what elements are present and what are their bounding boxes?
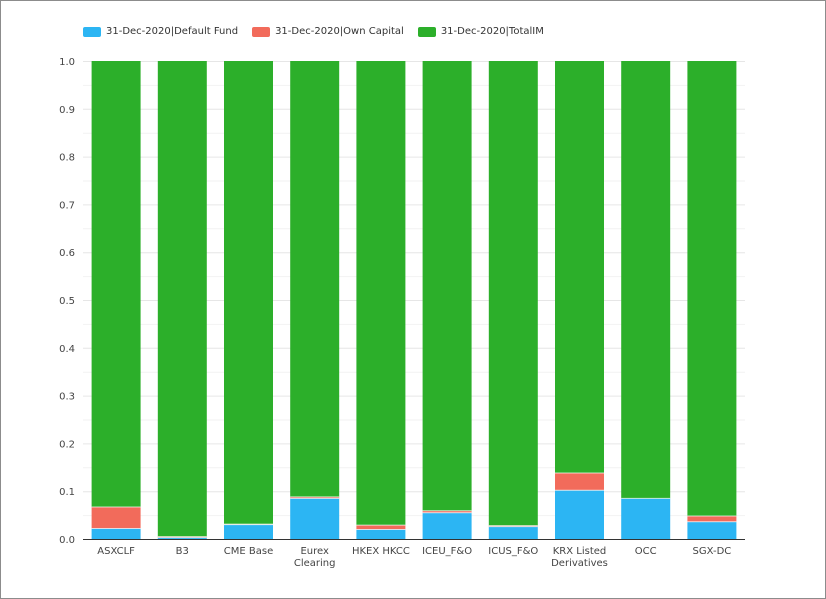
x-tick-label: ICEU_F&O xyxy=(422,546,472,557)
x-tick-label: KRX Listed xyxy=(553,546,607,557)
x-tick-label: SGX-DC xyxy=(693,546,732,557)
x-tick-label: HKEX HKCC xyxy=(352,546,410,557)
bar-segment xyxy=(687,516,737,522)
y-tick-label: 0.1 xyxy=(59,487,75,498)
bar-segment xyxy=(91,61,141,507)
y-tick-label: 0.9 xyxy=(59,105,75,116)
bar-segment xyxy=(555,61,604,474)
legend-label-own-capital: 31-Dec-2020|Own Capital xyxy=(275,26,404,37)
bar-segment xyxy=(356,525,406,530)
bar-segment xyxy=(224,524,273,539)
x-tick-label: OCC xyxy=(635,546,657,557)
x-tick-label: Clearing xyxy=(294,558,336,569)
bar-segment xyxy=(621,61,671,499)
legend-label-total-im: 31-Dec-2020|TotalIM xyxy=(440,26,544,37)
legend-item-default-fund[interactable]: 31-Dec-2020|Default Fund xyxy=(83,26,238,37)
chart-legend: 31-Dec-2020|Default Fund 31-Dec-2020|Own… xyxy=(83,26,544,37)
bar-segment xyxy=(157,537,207,539)
legend-swatch-total-im xyxy=(417,26,436,37)
y-tick-label: 0.7 xyxy=(59,200,75,211)
x-tick-label: CME Base xyxy=(224,546,273,557)
x-tick-label: ICUS_F&O xyxy=(488,546,538,557)
bar-segment xyxy=(621,498,671,539)
bar-segment xyxy=(290,498,340,539)
bar-segment xyxy=(356,61,406,526)
y-tick-label: 0.4 xyxy=(59,344,75,355)
bar-segment xyxy=(687,61,737,517)
bar-segment xyxy=(356,529,406,539)
bar-segment xyxy=(488,526,538,539)
x-tick-label: ASXCLF xyxy=(97,546,135,557)
legend-swatch-own-capital xyxy=(252,26,271,37)
bar-segment xyxy=(488,61,538,526)
bar-segment xyxy=(290,496,340,499)
y-tick-label: 1.0 xyxy=(59,57,75,68)
bar-segment xyxy=(224,61,273,525)
bar-segment xyxy=(290,61,340,497)
bar-segment xyxy=(422,510,472,513)
legend-label-default-fund: 31-Dec-2020|Default Fund xyxy=(106,26,239,37)
x-tick-label: B3 xyxy=(176,546,189,557)
legend-swatch-default-fund xyxy=(83,26,101,37)
bar-segment xyxy=(422,61,472,511)
y-tick-label: 0.3 xyxy=(59,392,75,403)
bar-segment xyxy=(555,490,604,539)
x-tick-label: Eurex xyxy=(300,546,329,557)
legend-item-total-im[interactable]: 31-Dec-2020|TotalIM xyxy=(417,26,544,37)
y-tick-label: 0.2 xyxy=(59,439,75,450)
bar-segment xyxy=(687,521,737,539)
bar-segment xyxy=(157,61,207,537)
bar-segment xyxy=(91,528,141,539)
y-tick-label: 0.8 xyxy=(59,153,75,164)
y-tick-label: 0.6 xyxy=(59,248,75,259)
y-tick-label: 0.0 xyxy=(59,535,75,546)
legend-item-own-capital[interactable]: 31-Dec-2020|Own Capital xyxy=(252,26,404,37)
bar-segment xyxy=(555,473,604,491)
x-tick-label: Derivatives xyxy=(551,558,608,569)
bar-segment xyxy=(91,506,141,529)
bar-segment xyxy=(422,512,472,539)
y-tick-label: 0.5 xyxy=(59,296,75,307)
